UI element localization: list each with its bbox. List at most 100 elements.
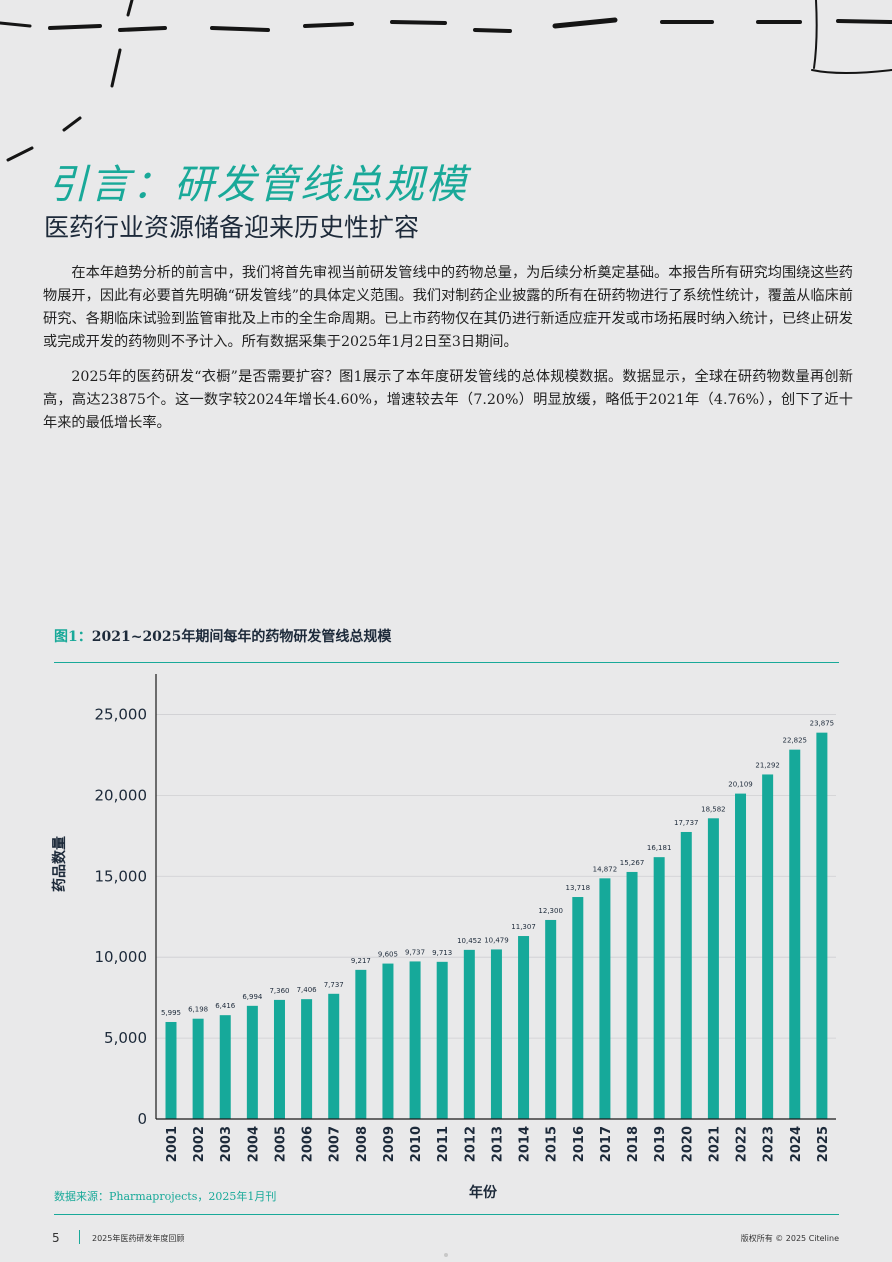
data-label-2005: 7,360	[269, 987, 289, 995]
figure-number: 图1：	[54, 629, 92, 645]
bar-2010	[409, 961, 421, 1119]
x-tick-label-2020: 2020	[680, 1126, 695, 1162]
data-label-2015: 12,300	[538, 907, 563, 915]
y-tick-label: 20,000	[95, 786, 148, 804]
bar-2007	[328, 993, 340, 1119]
footer-copyright: 版权所有 © 2025 Citeline	[740, 1234, 839, 1243]
bar-2020	[680, 831, 692, 1119]
bar-2023	[762, 774, 774, 1119]
bar-2017	[599, 878, 611, 1119]
bar-2014	[518, 936, 530, 1119]
bar-2022	[735, 793, 747, 1119]
footer-separator	[79, 1230, 80, 1244]
x-tick-label-2002: 2002	[192, 1126, 207, 1162]
bar-2006	[301, 999, 313, 1119]
x-tick-label-2014: 2014	[518, 1126, 533, 1162]
data-source-note: 数据来源：Pharmaprojects，2025年1月刊	[54, 1190, 277, 1203]
x-tick-label-2022: 2022	[735, 1126, 750, 1162]
x-axis-title: 年份	[469, 1184, 498, 1201]
page-subtitle: 医药行业资源储备迎来历史性扩容	[44, 213, 420, 242]
data-label-2013: 10,479	[484, 936, 509, 944]
bar-2002	[192, 1018, 204, 1119]
bar-2003	[219, 1015, 231, 1119]
data-label-2014: 11,307	[511, 923, 536, 931]
bar-2021	[707, 818, 719, 1119]
data-label-2010: 9,737	[405, 948, 425, 956]
data-label-2012: 10,452	[457, 937, 482, 945]
x-tick-label-2016: 2016	[572, 1126, 587, 1162]
data-label-2019: 16,181	[647, 844, 672, 852]
figure-title: 2021~2025年期间每年的药物研发管线总规模	[91, 629, 392, 645]
bar-2009	[382, 963, 394, 1119]
data-label-2022: 20,109	[728, 781, 753, 789]
bar-2016	[572, 897, 584, 1119]
pipeline-bar-chart: 5,995 6,198 6,416 6,994 7,360 7,406 7,737 9,217…	[51, 674, 836, 1201]
x-tick-label-2010: 2010	[409, 1126, 424, 1162]
x-tick-label-2015: 2015	[545, 1126, 560, 1162]
data-label-2018: 15,267	[620, 859, 645, 867]
x-tick-label-2006: 2006	[301, 1126, 316, 1162]
x-tick-label-2007: 2007	[328, 1126, 343, 1162]
bar-2015	[545, 919, 557, 1119]
page-indicator-dot	[444, 1253, 448, 1257]
x-tick-label-2009: 2009	[382, 1126, 397, 1162]
x-tick-label-2025: 2025	[816, 1126, 831, 1162]
data-label-2009: 9,605	[378, 951, 398, 959]
bar-2011	[436, 961, 448, 1119]
data-label-2007: 7,737	[324, 981, 344, 989]
bar-2019	[653, 857, 665, 1119]
x-tick-label-2013: 2013	[490, 1126, 505, 1162]
x-tick-label-2017: 2017	[599, 1126, 614, 1162]
data-label-2004: 6,994	[242, 993, 263, 1001]
data-label-2008: 9,217	[351, 957, 371, 965]
footer-report-title: 2025年医药研发年度回顾	[92, 1234, 185, 1243]
y-tick-label: 10,000	[95, 948, 148, 966]
y-axis-title: 药品数量	[51, 836, 68, 892]
data-label-2023: 21,292	[755, 761, 780, 769]
data-label-2024: 22,825	[783, 737, 808, 745]
bar-2018	[626, 871, 638, 1119]
bar-2005	[273, 999, 285, 1119]
data-label-2011: 9,713	[432, 949, 452, 957]
paragraph-2: 2025年的医药研发“衣橱”是否需要扩容？图1展示了本年度研发管线的总体规模数据…	[43, 369, 853, 431]
x-tick-label-2008: 2008	[355, 1126, 370, 1162]
decorative-brush-strokes	[0, 0, 892, 162]
footer-divider	[54, 1214, 839, 1215]
paragraph-1: 在本年趋势分析的前言中，我们将首先审视当前研发管线中的药物总量，为后续分析奠定基…	[43, 265, 853, 350]
x-tick-label-2018: 2018	[626, 1126, 641, 1162]
bar-2025	[816, 732, 828, 1119]
data-label-2020: 17,737	[674, 819, 699, 827]
x-tick-label-2021: 2021	[707, 1126, 722, 1162]
x-tick-label-2003: 2003	[219, 1126, 234, 1162]
x-tick-label-2024: 2024	[789, 1126, 804, 1162]
y-tick-label: 5,000	[104, 1029, 147, 1047]
y-axis-ticks: 0 5,000 10,000 15,000 20,000 25,000	[95, 705, 148, 1128]
figure-caption: 图1：2021~2025年期间每年的药物研发管线总规模	[54, 626, 391, 646]
data-label-2021: 18,582	[701, 805, 726, 813]
bar-2012	[463, 949, 475, 1119]
bar-2004	[246, 1005, 258, 1119]
bar-2013	[490, 949, 502, 1119]
y-tick-label: 0	[137, 1110, 147, 1128]
x-tick-label-2005: 2005	[273, 1126, 288, 1162]
data-label-2001: 5,995	[161, 1009, 181, 1017]
body-text: 在本年趋势分析的前言中，我们将首先审视当前研发管线中的药物总量，为后续分析奠定基…	[43, 262, 853, 447]
x-axis-ticks: 2001 2002 2003 2004 2005 2006 2007 2008 2009 2010…	[165, 1126, 831, 1162]
bar-2008	[355, 969, 367, 1119]
x-tick-label-2004: 2004	[246, 1126, 261, 1162]
bar-2024	[789, 749, 801, 1119]
bars	[165, 732, 828, 1119]
data-label-2003: 6,416	[215, 1002, 236, 1010]
page-title: 引言：研发管线总规模	[48, 162, 468, 208]
data-label-2025: 23,875	[810, 720, 835, 728]
data-label-2002: 6,198	[188, 1006, 208, 1014]
data-label-2016: 13,718	[566, 884, 591, 892]
y-tick-label: 25,000	[95, 705, 148, 723]
caption-divider	[54, 662, 839, 663]
x-tick-label-2001: 2001	[165, 1126, 180, 1162]
bar-2001	[165, 1021, 177, 1119]
x-tick-label-2023: 2023	[762, 1126, 777, 1162]
data-labels: 5,995 6,198 6,416 6,994 7,360 7,406 7,737 9,217…	[161, 720, 834, 1017]
x-tick-label-2019: 2019	[653, 1126, 668, 1162]
y-tick-label: 15,000	[95, 867, 148, 885]
